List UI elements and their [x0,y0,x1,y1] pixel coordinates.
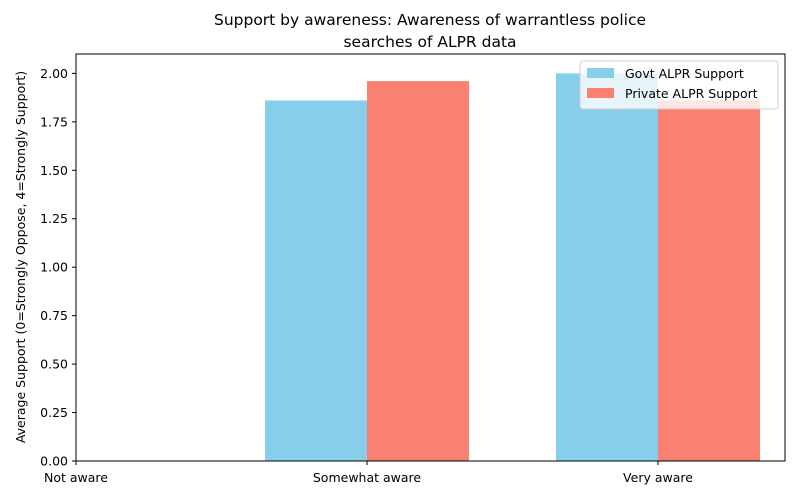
y-tick-label: 0.25 [40,405,68,420]
y-tick-label: 1.25 [40,211,68,226]
y-tick-label: 1.50 [40,163,68,178]
legend-swatch-govt [587,68,614,78]
bars-group [265,73,760,461]
y-axis-ticks: 0.00 0.25 0.50 0.75 1.00 1.25 1.50 1.75 2.00 [40,66,76,469]
x-tick-label: Not aware [44,470,108,485]
y-tick-label: 0.50 [40,357,68,372]
legend-frame [579,60,779,110]
y-tick-label: 1.00 [40,260,68,275]
y-axis-label: Average Support (0=Strongly Oppose, 4=St… [13,71,28,443]
bar-private-1 [367,81,469,461]
y-tick-label: 0.75 [40,308,68,323]
legend-label-govt: Govt ALPR Support [625,66,744,81]
x-axis-ticks: Not aware Somewhat aware Very aware [44,461,693,485]
legend: Govt ALPR Support Private ALPR Support [579,60,779,110]
y-tick-label: 0.00 [40,454,68,469]
bar-govt-1 [265,100,367,461]
plot-frame [75,53,786,462]
bar-govt-2 [556,73,658,461]
legend-swatch-private [587,88,614,98]
bar-private-2 [658,100,760,461]
x-tick-label: Very aware [623,470,693,485]
legend-label-private: Private ALPR Support [625,86,758,101]
y-tick-label: 2.00 [40,66,68,81]
chart-title-line-1: Support by awareness: Awareness of warra… [214,11,646,29]
chart-title-line-2: searches of ALPR data [343,33,516,51]
y-tick-label: 1.75 [40,114,68,129]
x-tick-label: Somewhat aware [313,470,422,485]
